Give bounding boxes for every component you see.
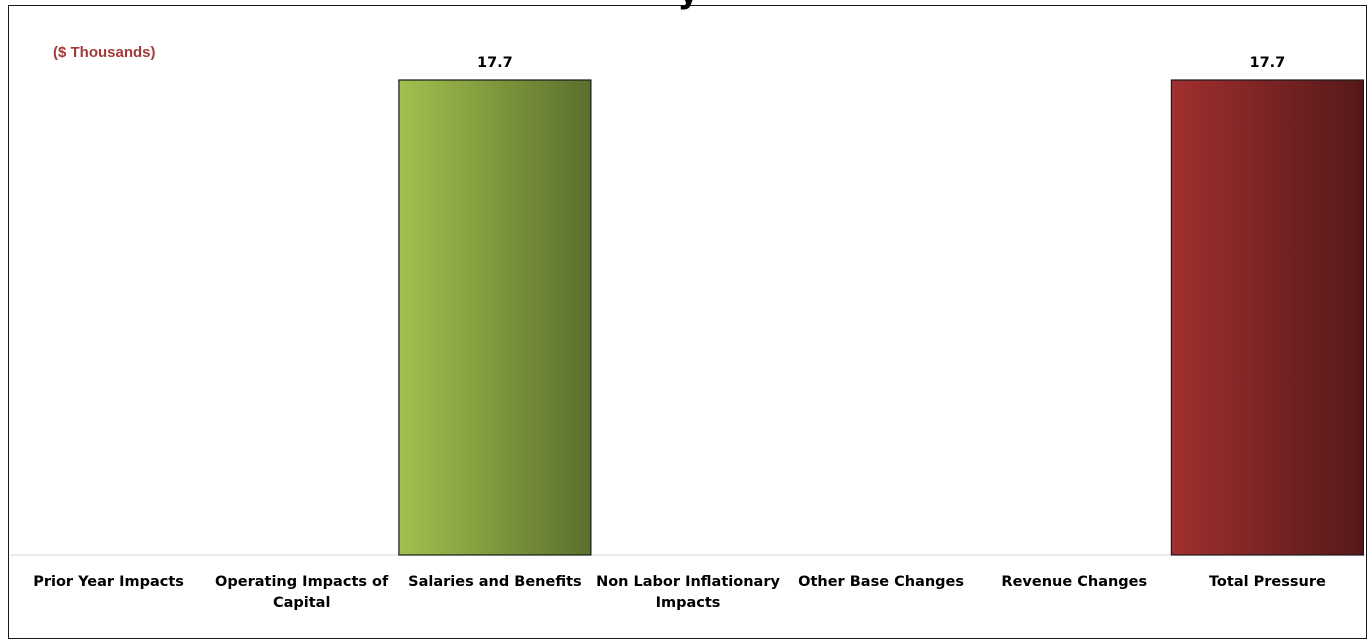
x-tick-label: Other Base Changes [798, 574, 964, 590]
data-label: 17.7 [1250, 55, 1286, 71]
bar-total-pressure [1170, 79, 1365, 556]
chart-title-fragment: y [9, 0, 1368, 8]
bar-salaries-and-benefits [398, 79, 592, 556]
data-label: 17.7 [477, 55, 513, 71]
x-tick-label: Total Pressure [1209, 574, 1326, 590]
x-tick-label: Operating Impacts of Capital [215, 574, 389, 611]
x-tick-label: Revenue Changes [1001, 574, 1147, 590]
unit-label: ($ Thousands) [53, 44, 156, 61]
x-tick-label: Prior Year Impacts [33, 574, 184, 590]
x-tick-label: Non Labor Inflationary Impacts [596, 574, 780, 611]
x-tick-label: Salaries and Benefits [408, 574, 582, 590]
chart-frame: y ($ Thousands) [8, 0, 1367, 639]
